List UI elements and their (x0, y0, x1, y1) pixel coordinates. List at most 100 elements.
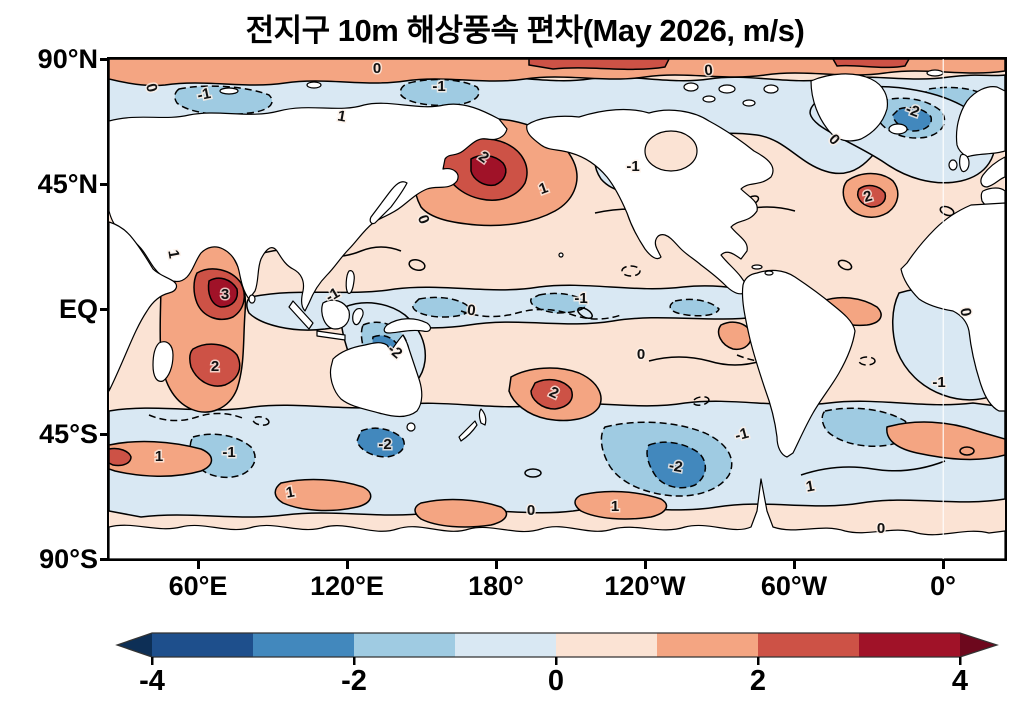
new-guinea (383, 318, 432, 334)
land-masses (108, 69, 1006, 560)
hudson-bay (644, 130, 698, 172)
colorbar-segment (253, 633, 354, 657)
y-axis-label-eq: EQ (58, 294, 98, 324)
contour-label: 0 (637, 346, 645, 363)
caribbean-island (764, 270, 774, 276)
colorbar-segment (354, 633, 455, 657)
greenland (810, 73, 889, 142)
colorbar-label-4: 4 (951, 665, 969, 697)
iceland (888, 123, 908, 135)
colorbar-segment (455, 633, 556, 657)
new-zealand-south (458, 420, 478, 442)
contour-label: 1 (155, 448, 163, 465)
colorbar-segment (556, 633, 657, 657)
x-tick (495, 561, 498, 569)
y-axis-label-45n: 45°N (37, 169, 98, 199)
arctic-island (306, 81, 322, 89)
contour-label: -1 (626, 158, 639, 175)
sri-lanka (248, 294, 256, 304)
x-axis-label-120w: 120°W (604, 571, 686, 601)
contour-label: 0 (527, 502, 535, 519)
contour-label: 1 (611, 498, 619, 515)
colorbar-tick (555, 657, 558, 665)
x-tick (644, 561, 647, 569)
x-axis-label-180: 180° (468, 571, 524, 601)
tasmania (406, 422, 416, 432)
y-tick (100, 308, 109, 311)
antarctica (108, 478, 1006, 560)
great-britain (959, 153, 970, 173)
australia (329, 334, 423, 418)
x-tick (942, 561, 945, 569)
japan (369, 181, 408, 225)
colorbar-tick (353, 657, 356, 665)
contour-label: -2 (378, 436, 391, 453)
colorbar-segment (859, 633, 960, 657)
contour-label: 0 (373, 60, 381, 77)
colorbar-left-arrow (117, 633, 152, 657)
y-tick (100, 183, 109, 186)
colorbar-right-arrow (960, 633, 997, 657)
colorbar-label-neg4: -4 (139, 665, 165, 697)
philippines (345, 270, 355, 294)
x-tick (197, 561, 200, 569)
colorbar-segment (758, 633, 859, 657)
colorbar-label-2: 2 (749, 665, 767, 697)
x-axis-label-60w: 60°W (760, 571, 828, 601)
arctic-island (702, 95, 716, 103)
contour-label: -1 (432, 78, 445, 95)
south-america (741, 269, 856, 458)
caribbean-island (751, 264, 763, 270)
contour-label: 3 (221, 286, 229, 303)
colorbar-tick (757, 657, 760, 665)
y-axis-label-90s: 90°S (39, 544, 98, 574)
colorbar-tick (151, 657, 154, 665)
contour-label: -1 (222, 444, 235, 461)
contour-label: -1 (574, 290, 587, 307)
ireland (948, 159, 958, 171)
europe-mainland (980, 156, 1006, 188)
contour-label: 2 (211, 358, 219, 375)
x-axis-label-0: 0° (930, 571, 956, 601)
arctic-island (683, 82, 699, 92)
chart-title: 전지구 10m 해상풍속 편차(May 2026, m/s) (245, 13, 805, 48)
colorbar-tick (959, 657, 962, 665)
y-tick (100, 58, 109, 61)
hawaii (558, 252, 564, 258)
x-axis-label-120e: 120°E (310, 571, 384, 601)
contour-label: -1 (196, 85, 213, 104)
y-axis-label-90n: 90°N (37, 44, 98, 74)
colorbar-segment (152, 633, 253, 657)
colorbar-segment (657, 633, 758, 657)
africa-east-edge (108, 221, 178, 392)
borneo (321, 299, 350, 330)
contour-label: -1 (932, 374, 945, 391)
anomaly-contour-map: 0 0 -1 0 -1 1 2 1 0 -1 3 1 -2 2 -1 0 -1 … (108, 58, 1006, 560)
contour-label: 0 (466, 302, 476, 320)
java (316, 330, 346, 341)
sumatra (288, 300, 314, 330)
contour-label: 0 (877, 520, 885, 537)
madagascar (152, 341, 174, 382)
colorbar (115, 632, 999, 665)
y-tick (100, 433, 109, 436)
x-axis-label-60e: 60°E (168, 571, 228, 601)
arctic-island (763, 84, 779, 94)
eurasia (108, 102, 508, 312)
arctic-island (742, 99, 756, 107)
map-plot-area: 0 0 -1 0 -1 1 2 1 0 -1 3 1 -2 2 -1 0 -1 … (107, 57, 1007, 561)
sulawesi (352, 308, 364, 326)
zero-meridian-seam (942, 59, 944, 559)
contour-label: -1 (733, 425, 750, 445)
contour-label: 0 (704, 62, 714, 80)
contour-label: -2 (668, 457, 684, 476)
arctic-island (718, 84, 736, 94)
new-zealand-north (478, 408, 487, 426)
y-axis-label-45s: 45°S (39, 419, 98, 449)
x-tick (793, 561, 796, 569)
arctic-island (219, 87, 239, 95)
x-tick (346, 561, 349, 569)
africa-west (900, 202, 1006, 412)
colorbar-label-neg2: -2 (341, 665, 367, 697)
